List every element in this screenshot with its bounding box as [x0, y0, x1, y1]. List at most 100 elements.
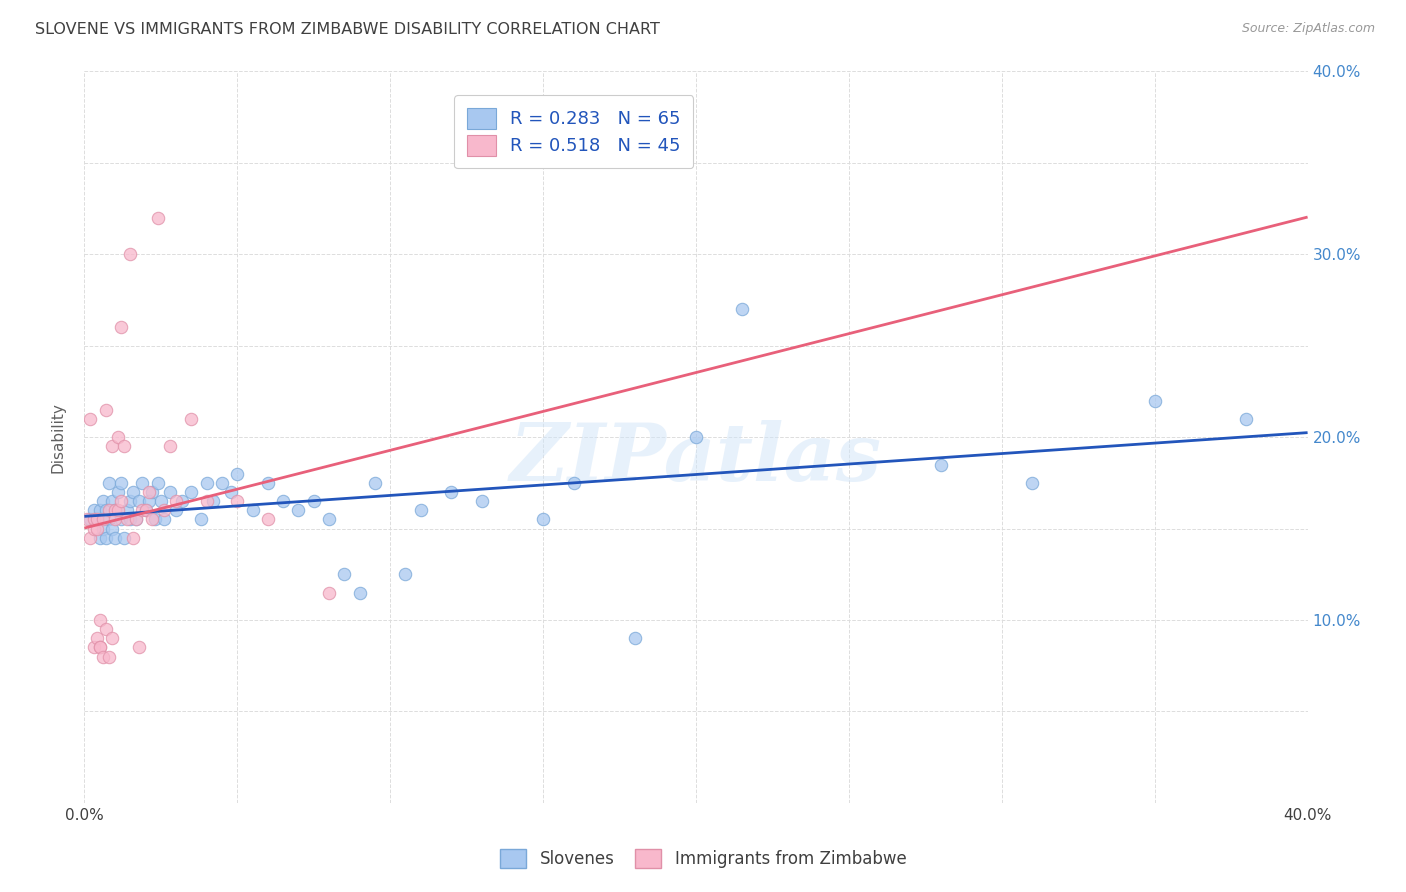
- Point: [141, 485, 163, 500]
- Point: [159, 485, 181, 500]
- Point: [104, 512, 127, 526]
- Point: [409, 503, 432, 517]
- Point: [141, 512, 163, 526]
- Point: [624, 632, 647, 646]
- Point: [79, 512, 101, 526]
- Point: [731, 301, 754, 317]
- Point: [128, 494, 150, 508]
- Point: [83, 503, 105, 517]
- Point: [929, 458, 952, 472]
- Point: [89, 640, 111, 655]
- Point: [172, 494, 194, 508]
- Point: [135, 503, 157, 517]
- Point: [94, 622, 117, 636]
- Point: [201, 494, 224, 508]
- Point: [101, 521, 124, 535]
- Point: [562, 475, 585, 490]
- Point: [83, 521, 105, 535]
- Point: [89, 503, 111, 517]
- Point: [91, 521, 114, 535]
- Point: [1143, 393, 1166, 408]
- Point: [226, 494, 249, 508]
- Legend: Slovenes, Immigrants from Zimbabwe: Slovenes, Immigrants from Zimbabwe: [491, 840, 915, 877]
- Point: [125, 512, 148, 526]
- Point: [149, 494, 172, 508]
- Point: [112, 531, 135, 545]
- Point: [242, 503, 264, 517]
- Point: [257, 475, 280, 490]
- Point: [89, 613, 111, 627]
- Point: [79, 531, 101, 545]
- Point: [122, 531, 145, 545]
- Point: [125, 512, 148, 526]
- Point: [120, 494, 142, 508]
- Point: [211, 475, 233, 490]
- Point: [89, 531, 111, 545]
- Point: [89, 640, 111, 655]
- Point: [138, 485, 160, 500]
- Point: [190, 512, 212, 526]
- Point: [135, 503, 157, 517]
- Point: [110, 494, 132, 508]
- Point: [318, 512, 340, 526]
- Point: [219, 485, 242, 500]
- Point: [104, 503, 127, 517]
- Point: [94, 503, 117, 517]
- Point: [180, 485, 202, 500]
- Point: [115, 503, 138, 517]
- Point: [131, 475, 153, 490]
- Point: [165, 503, 187, 517]
- Point: [120, 247, 142, 261]
- Point: [195, 475, 218, 490]
- Point: [107, 430, 129, 444]
- Y-axis label: Disability: Disability: [51, 401, 66, 473]
- Point: [83, 640, 105, 655]
- Point: [112, 439, 135, 453]
- Point: [101, 439, 124, 453]
- Point: [120, 512, 142, 526]
- Point: [86, 512, 108, 526]
- Point: [180, 412, 202, 426]
- Point: [531, 512, 554, 526]
- Point: [97, 503, 120, 517]
- Point: [101, 632, 124, 646]
- Point: [97, 649, 120, 664]
- Point: [1236, 412, 1258, 426]
- Point: [110, 475, 132, 490]
- Point: [94, 402, 117, 417]
- Point: [110, 320, 132, 334]
- Point: [91, 494, 114, 508]
- Point: [226, 467, 249, 481]
- Point: [86, 512, 108, 526]
- Point: [153, 512, 176, 526]
- Point: [128, 640, 150, 655]
- Legend: R = 0.283   N = 65, R = 0.518   N = 45: R = 0.283 N = 65, R = 0.518 N = 45: [454, 95, 693, 169]
- Point: [101, 494, 124, 508]
- Point: [333, 567, 356, 582]
- Point: [97, 475, 120, 490]
- Point: [364, 475, 387, 490]
- Point: [104, 531, 127, 545]
- Point: [287, 503, 309, 517]
- Point: [122, 485, 145, 500]
- Point: [83, 512, 105, 526]
- Point: [115, 512, 138, 526]
- Point: [271, 494, 294, 508]
- Point: [94, 531, 117, 545]
- Point: [146, 475, 169, 490]
- Point: [394, 567, 416, 582]
- Point: [685, 430, 707, 444]
- Point: [1021, 475, 1043, 490]
- Point: [107, 503, 129, 517]
- Point: [86, 632, 108, 646]
- Point: [143, 512, 166, 526]
- Point: [110, 512, 132, 526]
- Point: [107, 485, 129, 500]
- Point: [79, 412, 101, 426]
- Point: [165, 494, 187, 508]
- Point: [76, 512, 98, 526]
- Point: [349, 585, 371, 599]
- Point: [91, 512, 114, 526]
- Point: [131, 503, 153, 517]
- Point: [146, 211, 169, 225]
